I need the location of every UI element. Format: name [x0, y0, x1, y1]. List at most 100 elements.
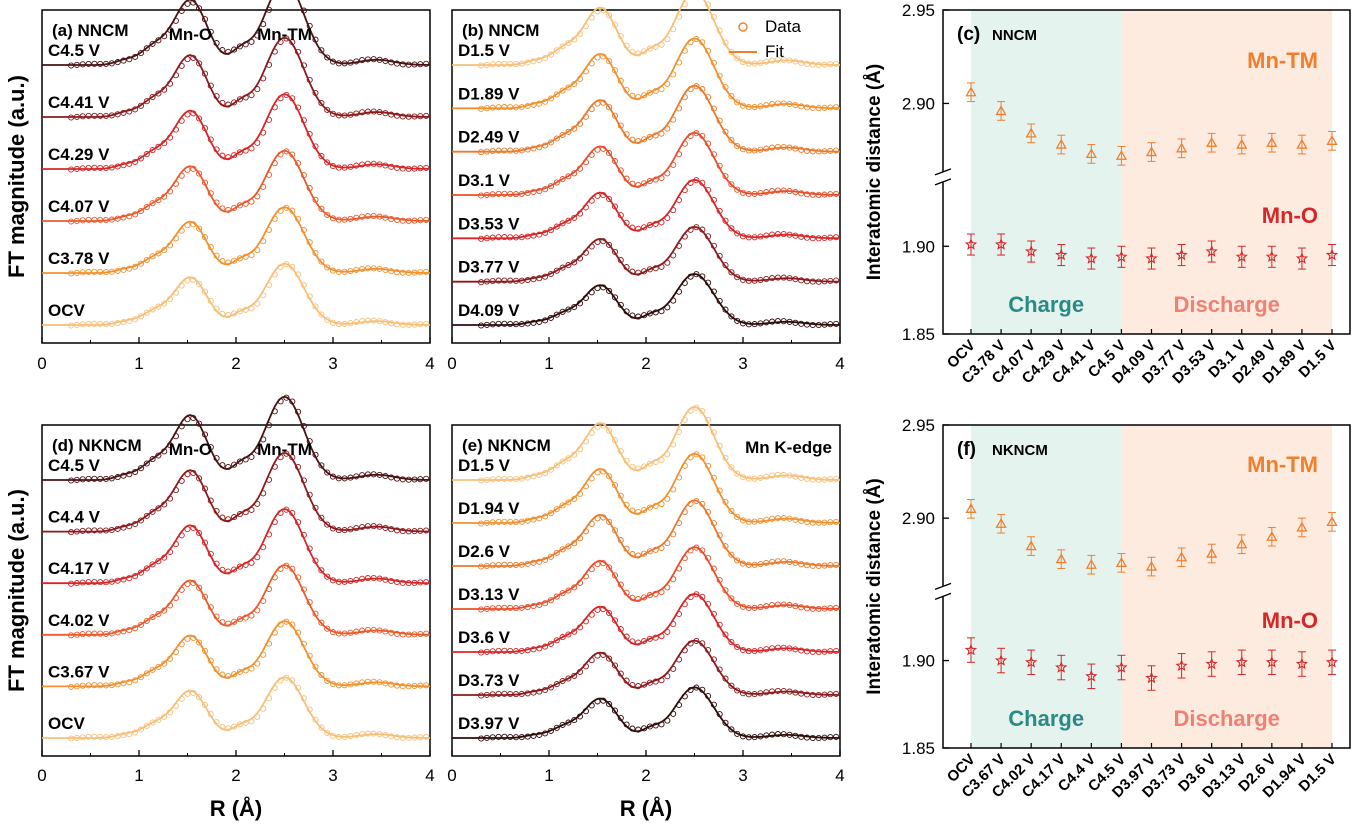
data-point	[745, 518, 752, 525]
data-point	[600, 651, 607, 658]
data-point	[260, 651, 267, 658]
data-point	[120, 472, 127, 479]
data-point	[166, 709, 174, 716]
data-point	[329, 319, 337, 326]
data-point	[582, 708, 589, 715]
data-point	[495, 733, 502, 740]
data-point	[710, 656, 717, 663]
data-point	[530, 559, 537, 566]
curve-label-d-4: C3.67 V	[48, 662, 110, 681]
data-point	[393, 734, 401, 741]
y-axis-title-d: FT magnitude (a.u.)	[4, 489, 29, 692]
data-point	[483, 278, 490, 285]
data-point	[225, 672, 232, 680]
data-point	[341, 682, 348, 689]
data-point	[190, 689, 197, 697]
data-point	[213, 93, 220, 100]
curve-label-e-3: D3.13 V	[458, 585, 520, 604]
data-point	[588, 197, 595, 204]
data-point	[68, 114, 75, 121]
data-point	[827, 605, 834, 612]
data-point	[289, 510, 296, 517]
data-point	[295, 48, 302, 55]
data-point	[809, 476, 816, 483]
data-point	[606, 241, 613, 248]
data-point	[803, 518, 811, 526]
data-point	[312, 143, 319, 150]
data-point	[370, 626, 377, 633]
data-point	[670, 486, 677, 493]
data-point	[687, 640, 694, 647]
data-point	[629, 638, 636, 645]
data-point	[219, 99, 226, 106]
data-point	[201, 288, 209, 295]
data-point	[236, 511, 243, 518]
data-point	[670, 297, 677, 304]
data-point	[833, 277, 840, 284]
data-point	[399, 528, 406, 535]
data-point	[716, 442, 723, 449]
data-point	[347, 526, 354, 533]
data-point	[646, 504, 653, 511]
data-point	[97, 475, 104, 482]
data-point	[143, 565, 150, 572]
data-point	[722, 217, 729, 224]
data-point	[693, 591, 700, 598]
data-point	[769, 231, 776, 238]
data-point	[710, 565, 717, 572]
data-point	[341, 475, 348, 482]
data-point	[190, 0, 197, 6]
data-point	[483, 605, 490, 612]
data-point	[553, 223, 560, 230]
data-point	[289, 95, 296, 102]
data-point	[501, 733, 508, 740]
data-point	[670, 620, 677, 628]
data-point	[670, 207, 677, 214]
data-point	[501, 518, 508, 525]
data-point	[73, 734, 80, 741]
data-point	[536, 187, 543, 195]
x-tick-label-d: 2	[231, 766, 240, 785]
data-point	[347, 320, 354, 327]
data-point	[594, 606, 601, 613]
data-point	[623, 501, 630, 508]
data-point	[114, 267, 121, 274]
data-point	[757, 190, 764, 197]
data-point	[120, 576, 127, 583]
data-point	[594, 192, 601, 199]
data-point	[225, 568, 232, 575]
data-point	[478, 692, 485, 699]
data-point	[335, 630, 342, 637]
data-point	[507, 190, 514, 197]
peak-label-d-1: Mn-TM	[257, 440, 312, 459]
data-point	[242, 614, 249, 621]
data-point	[318, 514, 325, 521]
data-point	[734, 513, 741, 521]
data-point	[190, 221, 197, 228]
data-point	[821, 61, 828, 68]
data-point	[126, 265, 133, 272]
data-point	[588, 14, 595, 21]
data-point	[699, 593, 706, 600]
data-point	[478, 192, 485, 199]
data-point	[641, 48, 648, 55]
data-point	[611, 203, 619, 210]
data-point	[757, 146, 764, 153]
data-point	[530, 473, 537, 480]
data-point	[353, 473, 360, 480]
region-label-charge-c: Charge	[1008, 292, 1084, 317]
data-point	[833, 60, 840, 67]
data-point	[664, 673, 671, 680]
data-point	[271, 160, 278, 167]
curve-label-e-0: D1.5 V	[458, 456, 511, 475]
data-point	[693, 271, 700, 278]
data-point	[341, 630, 348, 637]
data-point	[260, 705, 267, 712]
data-point	[132, 468, 139, 476]
data-point	[335, 268, 342, 275]
data-point	[512, 60, 520, 68]
data-point	[769, 731, 776, 738]
data-point	[606, 287, 613, 294]
data-point	[769, 275, 776, 282]
data-point	[347, 267, 354, 275]
